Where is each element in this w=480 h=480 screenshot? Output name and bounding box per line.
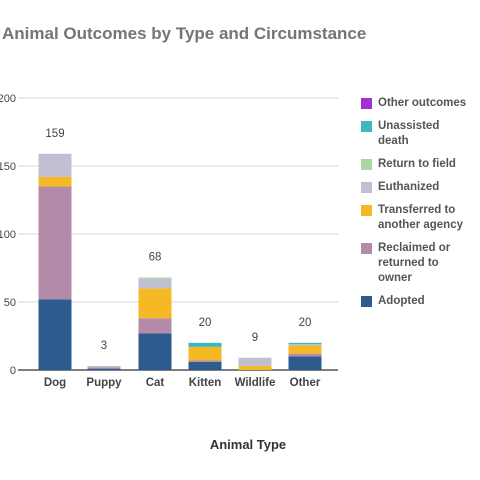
bar-segment — [288, 356, 322, 370]
legend-label: Return to field — [378, 158, 456, 170]
legend-label: Euthanized — [378, 181, 440, 193]
bar-segment — [188, 361, 222, 370]
bar-segment — [238, 357, 272, 366]
bar-segment — [188, 360, 222, 362]
legend-swatch — [361, 98, 372, 109]
bar-total-label: 159 — [45, 128, 64, 140]
gridlines — [18, 97, 338, 371]
bar-segment — [38, 153, 72, 177]
y-tick-label: 0 — [10, 365, 16, 377]
chart-title: Animal Outcomes by Type and Circumstance — [2, 24, 367, 43]
bar-segment — [288, 344, 322, 346]
legend-swatch — [361, 243, 372, 254]
bar-segment — [288, 353, 322, 357]
legend-item: Transferred to another agency — [361, 203, 479, 233]
legend-item: Unassisted death — [361, 119, 479, 149]
legend-item: Return to field — [361, 157, 479, 172]
bar-total-label: 20 — [299, 317, 312, 329]
x-tick-label: Kitten — [189, 377, 222, 389]
bar-segment — [188, 346, 222, 361]
legend-label: Other outcomes — [378, 97, 467, 109]
x-tick-label: Wildlife — [235, 377, 276, 389]
bar-segment — [38, 176, 72, 187]
bar-segment — [38, 186, 72, 300]
y-tick-label: 200 — [0, 93, 16, 105]
bars — [38, 153, 322, 370]
bar-total-label: 3 — [101, 340, 107, 352]
bar-segment — [87, 367, 121, 369]
bar-segment — [38, 299, 72, 370]
legend-item: Adopted — [361, 294, 479, 309]
bar-total-label: 68 — [149, 252, 162, 264]
legend-item: Other outcomes — [361, 96, 479, 111]
bar-segment — [138, 288, 172, 319]
legend-label: Adopted — [378, 295, 425, 307]
legend-swatch — [361, 121, 372, 132]
x-tick-label: Dog — [44, 377, 66, 389]
bar-total-label: 9 — [252, 332, 258, 344]
bar-segment — [138, 277, 172, 279]
legend-label: Reclaimed or returned to owner — [378, 242, 451, 284]
legend-label: Unassisted death — [378, 120, 440, 147]
bar-segment — [87, 368, 121, 370]
bar-segment — [87, 365, 121, 368]
bar-segment — [138, 333, 172, 370]
bar-segment — [138, 278, 172, 289]
bar-segment — [288, 345, 322, 354]
legend-swatch — [361, 205, 372, 216]
y-tick-label: 50 — [4, 297, 16, 309]
legend-item: Reclaimed or returned to owner — [361, 241, 479, 286]
x-tick-label: Puppy — [86, 377, 122, 389]
x-tick-label: Cat — [146, 377, 165, 389]
bar-segment — [188, 342, 222, 347]
legend-swatch — [361, 159, 372, 170]
legend-swatch — [361, 182, 372, 193]
chart-plot: 200 150 100 50 0 159 Dog 3 Puppy 68 Cat 20 Kitten 9 Wi… — [0, 93, 338, 389]
bar-segment — [288, 342, 322, 345]
bar-segment — [138, 318, 172, 334]
bar-total-label: 20 — [199, 317, 212, 329]
y-tick-label: 100 — [0, 229, 16, 241]
x-tick-label: Other — [290, 377, 321, 389]
labels: 200 150 100 50 0 159 Dog 3 Puppy 68 Cat 20 Kitten 9 Wi… — [0, 93, 321, 389]
legend: Other outcomes Unassisted death Return to f… — [361, 96, 479, 309]
legend-swatch — [361, 296, 372, 307]
y-tick-label: 150 — [0, 161, 16, 173]
x-axis-label: Animal Type — [209, 437, 287, 452]
legend-label: Transferred to another agency — [378, 204, 463, 231]
legend-item: Euthanized — [361, 180, 479, 195]
bar-segment — [238, 365, 272, 370]
